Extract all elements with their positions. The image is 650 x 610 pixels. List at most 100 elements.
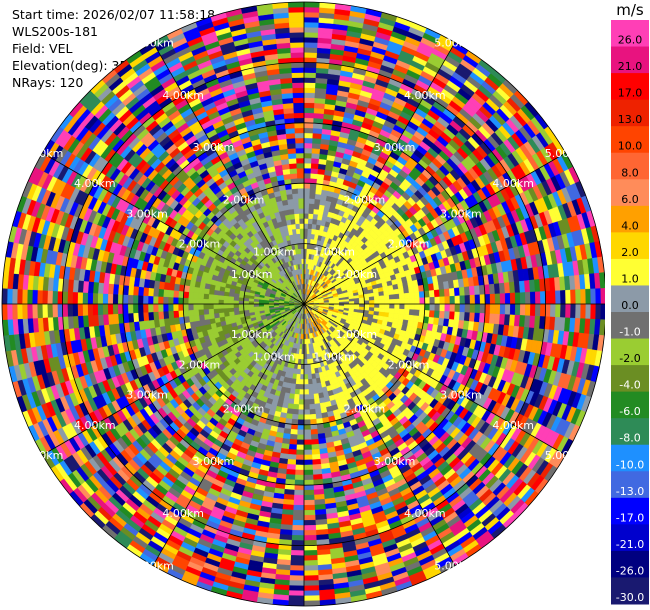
velocity-cell [303, 26, 319, 33]
velocity-cell [303, 177, 311, 184]
velocity-cell [303, 97, 316, 104]
velocity-cell [303, 575, 319, 582]
velocity-cell [294, 469, 305, 476]
velocity-cell [311, 157, 320, 165]
velocity-cell [303, 142, 313, 149]
velocity-cell [298, 399, 305, 405]
velocity-cell [303, 539, 317, 546]
velocity-cell [303, 193, 311, 199]
velocity-cell [413, 309, 420, 317]
velocity-cell [580, 288, 587, 305]
velocity-cell [303, 162, 312, 169]
velocity-cell [303, 454, 313, 461]
velocity-cell [585, 288, 592, 305]
velocity-cell [307, 373, 313, 380]
velocity-cell [398, 293, 405, 300]
velocity-cell [303, 524, 317, 531]
velocity-cell [311, 443, 320, 451]
velocity-cell [303, 213, 309, 219]
velocity-cell [303, 243, 308, 249]
velocity-cell [285, 473, 296, 481]
velocity-cell [473, 285, 481, 296]
velocity-cell [314, 198, 321, 205]
velocity-cell [303, 6, 320, 13]
velocity-cell [303, 47, 318, 53]
velocity-cell [473, 312, 481, 323]
velocity-cell [295, 454, 305, 461]
velocity-cell [303, 369, 308, 375]
velocity-cell [295, 378, 301, 385]
velocity-cell [369, 303, 375, 308]
velocity-cell [312, 383, 318, 390]
velocity-cell [389, 299, 395, 305]
velocity-cell [398, 313, 405, 320]
velocity-cell [313, 203, 320, 210]
velocity-cell [303, 529, 317, 536]
velocity-cell [439, 303, 446, 312]
velocity-cell [444, 296, 451, 305]
velocity-cell [374, 299, 380, 305]
velocity-cell [363, 296, 370, 302]
velocity-cell [291, 539, 305, 546]
velocity-cell [499, 303, 506, 315]
velocity-cell [403, 292, 410, 299]
velocity-cell [314, 403, 321, 410]
velocity-cell [463, 312, 471, 322]
velocity-cell [394, 303, 400, 310]
velocity-cell [299, 379, 305, 385]
velocity-cell [468, 285, 476, 296]
velocity-cell [290, 545, 305, 551]
velocity-cell [309, 403, 316, 410]
velocity-cell [303, 182, 311, 189]
velocity-cell [303, 459, 313, 466]
velocity-cell [288, 443, 297, 451]
velocity-cell [312, 468, 323, 476]
velocity-cell [303, 590, 320, 597]
velocity-cell [296, 429, 305, 436]
velocity-cell [433, 310, 440, 319]
velocity-cell [448, 287, 456, 297]
velocity-cell [309, 413, 317, 420]
velocity-cell [303, 359, 308, 365]
velocity-cell [297, 414, 305, 421]
velocity-cell [303, 11, 320, 18]
velocity-cell [303, 36, 319, 43]
velocity-cell [303, 172, 312, 179]
velocity-cell [524, 303, 531, 317]
velocity-cell [413, 291, 420, 299]
velocity-cell [408, 286, 415, 294]
velocity-cell [287, 600, 305, 607]
velocity-cell [418, 291, 425, 299]
velocity-cell [398, 308, 405, 315]
velocity-cell [303, 132, 314, 139]
velocity-cell [294, 484, 305, 491]
velocity-cell [309, 188, 317, 195]
velocity-cell [303, 474, 314, 481]
velocity-cell [310, 163, 319, 170]
velocity-cell [399, 303, 405, 310]
velocity-cell [303, 565, 319, 572]
velocity-cell [303, 570, 319, 577]
velocity-cell [303, 384, 309, 390]
velocity-cell [529, 303, 536, 317]
velocity-cell [479, 303, 486, 314]
velocity-cell [439, 296, 446, 305]
velocity-cell [303, 399, 310, 405]
velocity-cell [307, 218, 314, 225]
velocity-cell [394, 298, 400, 305]
velocity-cell [418, 309, 425, 317]
velocity-cell [303, 72, 317, 79]
velocity-cell [303, 545, 318, 551]
nrays: NRays: 120 [12, 75, 84, 90]
velocity-cell [297, 409, 305, 415]
velocity-cell [303, 167, 312, 174]
velocity-cell [595, 303, 602, 320]
velocity-cell [434, 303, 441, 312]
velocity-cell [312, 137, 322, 145]
velocity-cell [307, 228, 313, 235]
velocity-cell [454, 295, 461, 305]
velocity-cell [303, 147, 313, 154]
velocity-cell [293, 489, 305, 496]
velocity-cell [509, 292, 516, 305]
velocity-cell [311, 152, 321, 160]
